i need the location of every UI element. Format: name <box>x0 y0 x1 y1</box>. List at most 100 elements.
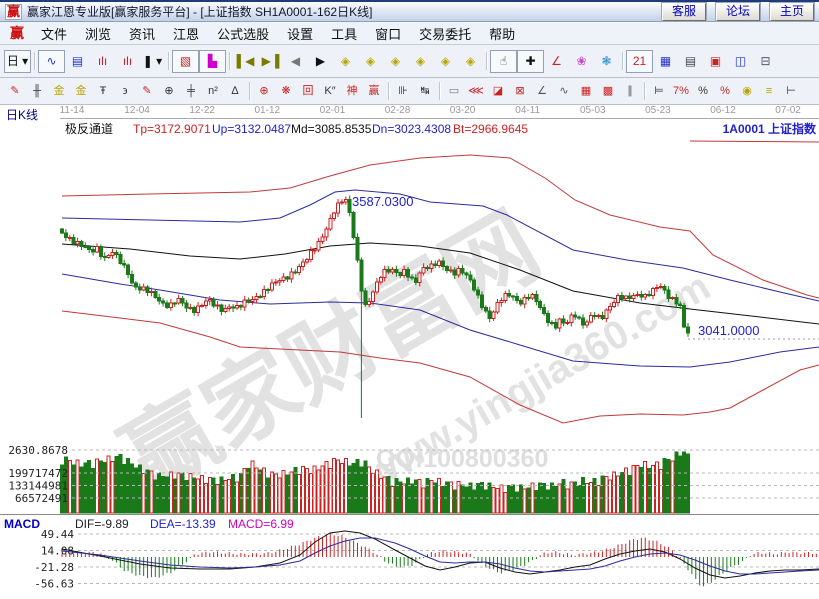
gann-diamond-up-icon[interactable]: ◈ <box>440 54 451 68</box>
svg-text:-21.28: -21.28 <box>34 561 74 574</box>
magic-tool-icon[interactable]: 神 <box>346 84 358 97</box>
svg-text:3587.0300: 3587.0300 <box>352 194 413 209</box>
color-wheel-icon[interactable]: ❃ <box>601 54 612 68</box>
gann-circle-icon[interactable]: ⊕ <box>259 84 269 97</box>
gann-diamond-right-icon[interactable]: ◈ <box>365 54 376 68</box>
percent-icon[interactable]: % <box>698 84 708 97</box>
gann-diamond-shrink-icon[interactable]: ◈ <box>415 54 426 68</box>
svg-text:133144981: 133144981 <box>8 480 68 493</box>
menu-item-5[interactable]: 公式选股 <box>217 26 270 42</box>
shade-square-icon[interactable]: ◪ <box>492 84 504 97</box>
gold-ratio-icon[interactable]: ≡ <box>765 84 773 97</box>
kline-small-icon[interactable]: ılı <box>97 54 108 68</box>
save-layout-icon[interactable]: ◫ <box>734 54 747 68</box>
prev-screen-icon[interactable]: ◀ <box>290 54 301 68</box>
menu-item-3[interactable]: 资讯 <box>129 26 156 42</box>
menu-item-10[interactable]: 帮助 <box>489 26 516 42</box>
parallel-lines-icon[interactable]: ∥ <box>627 84 633 97</box>
rect-tool-icon[interactable]: ▭ <box>448 84 460 97</box>
f-fence-icon[interactable]: Ŧ <box>99 84 107 97</box>
pointer-tool-icon[interactable]: ☝ <box>490 49 517 73</box>
next-screen-icon[interactable]: ▶ <box>315 54 326 68</box>
menu-item-4[interactable]: 江恩 <box>173 26 200 42</box>
gann-rose-icon[interactable]: ❀ <box>576 54 587 68</box>
angle-lines-icon[interactable]: ∠ <box>537 84 547 97</box>
period-selector[interactable]: 日 ▾ <box>4 49 31 73</box>
percent-ruler-icon[interactable]: ⊨ <box>654 84 664 97</box>
fan-lines-icon[interactable]: ⋘ <box>468 84 484 97</box>
trend-curve-icon[interactable]: ∿ <box>38 49 65 73</box>
gann-square-icon[interactable]: 回 <box>302 84 314 97</box>
svg-text:02-28: 02-28 <box>385 105 411 116</box>
square-number-icon[interactable]: n² <box>208 84 218 97</box>
wave-tool-icon[interactable]: ∿ <box>559 84 569 97</box>
win-tool-icon[interactable]: 赢 <box>368 84 380 97</box>
channel-lines <box>61 140 819 424</box>
price-grid-icon[interactable]: ▦ <box>580 84 592 97</box>
circle-fence-icon[interactable]: ⊕ <box>164 84 174 97</box>
menu-item-2[interactable]: 浏览 <box>85 26 112 42</box>
last-screen-icon[interactable]: ▶▐ <box>261 54 280 68</box>
gold-fence-icon[interactable]: 金 <box>53 84 65 97</box>
colored-kline-icon[interactable]: ▙ <box>199 49 226 73</box>
band-king-icon[interactable]: ▧ <box>172 49 199 73</box>
menu-item-6[interactable]: 设置 <box>287 26 314 42</box>
width-measure-icon[interactable]: ↹ <box>420 84 430 97</box>
gann-diamond-down-icon[interactable]: ◈ <box>465 54 476 68</box>
macd-histogram <box>61 532 817 587</box>
gann-star-icon[interactable]: ❋ <box>281 84 291 97</box>
measure-pen-icon[interactable]: ✎ <box>142 84 152 97</box>
export-icon[interactable]: ⊟ <box>760 54 771 68</box>
gann-diamond-expand-icon[interactable]: ◈ <box>390 54 401 68</box>
info-list-icon[interactable]: ▤ <box>71 54 84 68</box>
candle-style-selector[interactable]: ❚ ▾ <box>142 54 163 68</box>
angle-tool-icon[interactable]: ∠ <box>551 54 562 68</box>
toolbar-divider <box>622 52 623 70</box>
svg-text:12-22: 12-22 <box>189 105 215 116</box>
ruler-123-icon[interactable]: ⊪ <box>398 84 408 97</box>
svg-text:MACD=6.99: MACD=6.99 <box>228 517 294 531</box>
toolbar-divider <box>439 82 440 100</box>
toolbar-divider <box>249 82 250 100</box>
titlebar-button-2[interactable]: 论坛 <box>714 1 761 22</box>
percent7-icon[interactable]: 7% <box>673 84 689 97</box>
gann-diamond-left-icon[interactable]: ◈ <box>340 54 351 68</box>
fence-tool-icon[interactable]: ╫ <box>33 84 41 97</box>
ruler-fence-icon[interactable]: ╪ <box>187 84 195 97</box>
menu-item-8[interactable]: 窗口 <box>375 26 402 42</box>
gold-circle-icon[interactable]: ◉ <box>742 84 752 97</box>
macd-panel: MACD DIF=-9.89 DEA=-13.39 MACD=6.99 49.44 14.… <box>0 514 819 591</box>
svg-text:06-12: 06-12 <box>710 105 736 116</box>
first-screen-icon[interactable]: ▌◀ <box>236 54 255 68</box>
mirror-tool-icon[interactable]: ∆ <box>231 84 239 97</box>
svg-text:DEA=-13.39: DEA=-13.39 <box>150 517 216 531</box>
save-icon[interactable]: ▣ <box>709 54 722 68</box>
crosshair-tool-icon[interactable]: ✚ <box>517 49 544 73</box>
percent-lines-icon[interactable]: % <box>720 84 730 97</box>
notepad-icon[interactable]: ▤ <box>684 54 697 68</box>
titlebar-buttons: 客服 论坛 主页 <box>652 1 816 22</box>
calculator-icon[interactable]: ▦ <box>659 54 672 68</box>
menu-item-1[interactable]: 文件 <box>41 26 68 42</box>
gold-fence2-icon[interactable]: 金 <box>75 84 87 97</box>
time-grid-icon[interactable]: ▩ <box>602 84 614 97</box>
menu-item-9[interactable]: 交易委托 <box>419 26 472 42</box>
title-bar: 赢 赢家江恩专业版[赢家服务平台] - [上证指数 SH1A0001-162日K… <box>0 0 819 22</box>
extend-tool-icon[interactable]: ⊢ <box>786 84 796 97</box>
svg-text:Dn=3023.4308: Dn=3023.4308 <box>372 122 451 136</box>
spiral-tool-icon[interactable]: ϶ <box>122 84 128 97</box>
chart-area[interactable]: 赢家财富网 www.yingjia360.com QQ:100800360 日K线 11… <box>0 105 819 594</box>
svg-text:12-04: 12-04 <box>124 105 150 116</box>
cross-square-icon[interactable]: ⊠ <box>515 84 525 97</box>
calendar-icon[interactable]: 21 <box>626 49 653 73</box>
svg-text:1A0001 上证指数: 1A0001 上证指数 <box>723 121 817 136</box>
titlebar-button-3[interactable]: 主页 <box>768 1 816 22</box>
app-logo-icon: 赢 <box>5 3 23 20</box>
pen-tool-icon[interactable]: ✎ <box>10 84 20 97</box>
kline-large-icon[interactable]: ılı <box>122 54 133 68</box>
menu-item-7[interactable]: 工具 <box>331 26 358 42</box>
titlebar-button-1[interactable]: 客服 <box>660 1 707 22</box>
k-count-icon[interactable]: Κ″ <box>324 84 336 97</box>
svg-text:2630.8678: 2630.8678 <box>8 444 68 457</box>
